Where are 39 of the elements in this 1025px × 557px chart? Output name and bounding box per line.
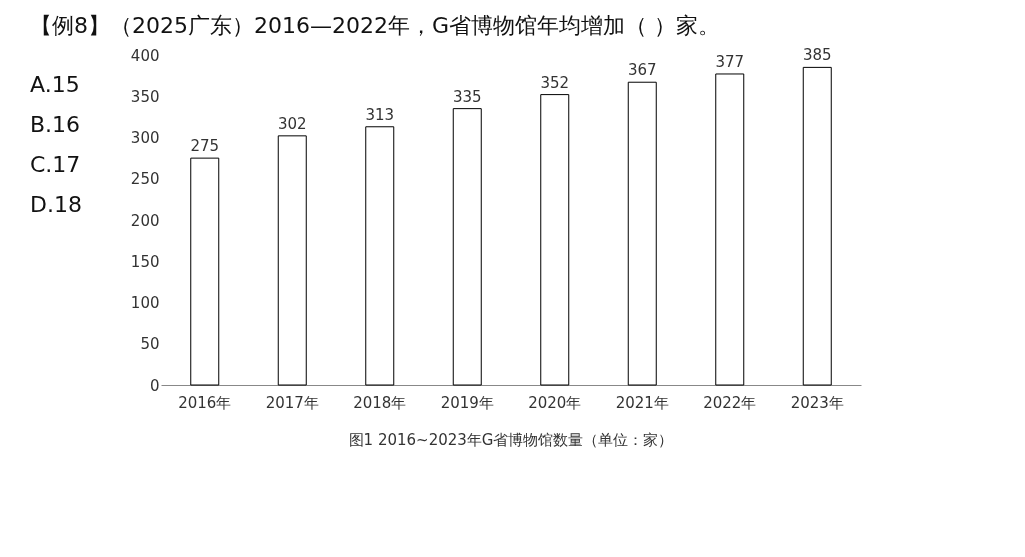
data-label: 352	[540, 73, 570, 92]
text: A.15	[30, 72, 80, 97]
y-tick-label: 400	[130, 46, 160, 65]
x-tick-label: 2020年	[528, 393, 582, 412]
y-tick-label: 200	[130, 211, 160, 230]
y-tick-label: 250	[130, 170, 160, 189]
bar	[452, 108, 482, 386]
bar	[190, 157, 220, 386]
x-tick-label: 2017年	[265, 393, 319, 412]
caption: 图1 2016~2023年G省博物馆数量（单位：家）	[348, 431, 674, 449]
x-tick-label: 2018年	[353, 393, 407, 412]
y-tick-label: 100	[130, 294, 160, 312]
chart-title: 【例8】（2025广东）2016—2022年，G省博物馆年均增加（ ）家。	[30, 13, 721, 38]
bar	[802, 66, 832, 386]
data-label: 302	[277, 114, 307, 133]
y-tick-label: 0	[149, 376, 160, 395]
y-tick-label: 350	[130, 87, 160, 106]
data-label: 385	[802, 46, 832, 65]
data-label: 377	[715, 52, 745, 71]
bar	[277, 135, 307, 386]
bar	[540, 94, 570, 386]
data-label: 313	[365, 105, 395, 124]
data-label: 367	[627, 61, 657, 80]
data-label: 335	[452, 87, 482, 106]
bar	[365, 126, 395, 386]
x-tick-label: 2016年	[178, 393, 232, 412]
text: B.16	[30, 112, 81, 137]
x-tick-label: 2021年	[615, 393, 669, 412]
data-label: 275	[190, 137, 220, 156]
text: D.18	[30, 192, 82, 217]
bar	[715, 73, 745, 386]
y-tick-label: 150	[130, 252, 160, 271]
text: C.17	[30, 152, 81, 177]
y-tick-label: 300	[130, 129, 160, 147]
y-tick-label: 50	[140, 335, 160, 354]
bar	[627, 81, 657, 386]
x-tick-label: 2023年	[790, 393, 844, 412]
x-tick-label: 2022年	[703, 393, 757, 412]
x-tick-label: 2019年	[440, 393, 494, 412]
